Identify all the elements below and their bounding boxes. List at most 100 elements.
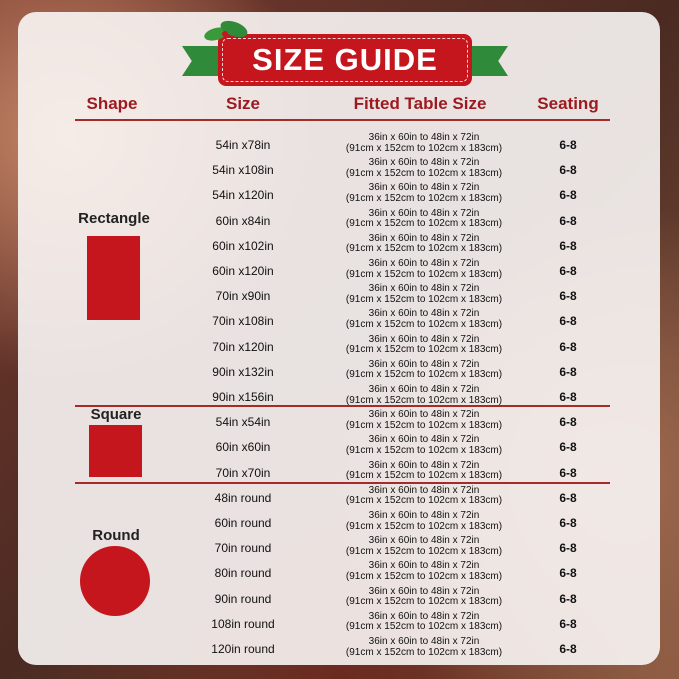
rectangle-shape-icon — [87, 236, 140, 320]
shape-label-square: Square — [90, 406, 142, 423]
seating-cell: 6-8 — [559, 339, 577, 354]
fitted-cm: (91cm x 152cm to 102cm x 183cm) — [345, 520, 503, 532]
size-cell: 70in x70in — [215, 465, 271, 480]
fitted-size-cell: 36in x 60in to 48in x 72in (91cm x 152cm … — [346, 158, 502, 179]
size-cell: 120in round — [211, 642, 275, 656]
seating-cell: 6-8 — [559, 566, 577, 581]
seating-cell: 6-8 — [559, 591, 577, 606]
square-shape-icon — [89, 425, 142, 477]
table-row: 60in round 36in x 60in to 48in x 72in (91… — [0, 510, 679, 536]
fitted-inches: 36in x 60in to 48in x 72in — [368, 409, 480, 421]
fitted-inches: 36in x 60in to 48in x 72in — [368, 510, 480, 521]
table-row: 54in x108in 36in x 60in to 48in x 72in (9… — [0, 158, 679, 183]
size-cell: 70in x120in — [212, 339, 274, 354]
table-row: 70in round 36in x 60in to 48in x 72in (91… — [0, 536, 679, 561]
fitted-size-cell: 36in x 60in to 48in x 72in (91cm x 152cm … — [346, 384, 502, 406]
fitted-cm: (91cm x 152cm to 102cm x 183cm) — [345, 344, 503, 356]
header-divider — [75, 119, 610, 121]
fitted-inches: 36in x 60in to 48in x 72in — [368, 358, 480, 370]
fitted-size-cell: 36in x 60in to 48in x 72in (91cm x 152cm … — [346, 284, 502, 305]
size-cell: 60in x102in — [212, 238, 274, 253]
fitted-inches: 36in x 60in to 48in x 72in — [368, 182, 480, 194]
seating-cell: 6-8 — [559, 314, 577, 329]
fitted-inches: 36in x 60in to 48in x 72in — [368, 484, 480, 496]
seating-cell: 6-8 — [559, 642, 577, 656]
title-banner: SIZE GUIDE — [182, 20, 508, 86]
seating-cell: 6-8 — [559, 364, 577, 379]
size-cell: 70in round — [214, 541, 272, 556]
circle-shape-icon — [80, 546, 150, 616]
header-seating: Seating — [537, 94, 599, 113]
fitted-inches: 36in x 60in to 48in x 72in — [368, 258, 480, 269]
size-cell: 48in round — [214, 490, 272, 505]
fitted-cm: (91cm x 152cm to 102cm x 183cm) — [345, 167, 503, 179]
fitted-inches: 36in x 60in to 48in x 72in — [368, 636, 480, 647]
size-cell: 54in x120in — [212, 188, 274, 203]
fitted-size-cell: 36in x 60in to 48in x 72in (91cm x 152cm … — [346, 484, 502, 507]
table-row: 80in round 36in x 60in to 48in x 72in (91… — [0, 561, 679, 586]
table-row: 120in round 36in x 60in to 48in x 72in (9… — [0, 636, 679, 662]
size-cell: 54in x108in — [212, 163, 274, 178]
fitted-cm: (91cm x 152cm to 102cm x 183cm) — [345, 596, 503, 608]
fitted-size-cell: 36in x 60in to 48in x 72in (91cm x 152cm … — [346, 611, 502, 633]
fitted-cm: (91cm x 152cm to 102cm x 183cm) — [345, 545, 503, 557]
fitted-cm: (91cm x 152cm to 102cm x 183cm) — [345, 293, 503, 305]
fitted-size-cell: 36in x 60in to 48in x 72in (91cm x 152cm … — [346, 358, 502, 381]
title-plate: SIZE GUIDE — [218, 34, 472, 86]
fitted-cm: (91cm x 152cm to 102cm x 183cm) — [345, 444, 503, 456]
fitted-cm: (91cm x 152cm to 102cm x 183cm) — [345, 142, 503, 154]
size-cell: 90in round — [214, 591, 272, 606]
table-row: 48in round 36in x 60in to 48in x 72in (91… — [0, 484, 679, 511]
seating-cell: 6-8 — [559, 138, 577, 152]
table-row: 54in x78in 36in x 60in to 48in x 72in (91… — [0, 132, 679, 158]
table-row: 90in round 36in x 60in to 48in x 72in (91… — [0, 586, 679, 612]
table-row: 60in x102in 36in x 60in to 48in x 72in (9… — [0, 232, 679, 259]
fitted-size-cell: 36in x 60in to 48in x 72in (91cm x 152cm … — [345, 510, 503, 532]
table-row: 60in x60in 36in x 60in to 48in x 72in (91… — [0, 435, 679, 460]
fitted-inches: 36in x 60in to 48in x 72in — [368, 308, 480, 320]
fitted-size-cell: 36in x 60in to 48in x 72in (91cm x 152cm … — [345, 132, 503, 154]
fitted-cm: (91cm x 152cm to 102cm x 183cm) — [345, 318, 503, 330]
fitted-inches: 36in x 60in to 48in x 72in — [368, 560, 480, 572]
table-row: 54in x120in 36in x 60in to 48in x 72in (9… — [0, 183, 679, 208]
fitted-size-cell: 36in x 60in to 48in x 72in (91cm x 152cm … — [346, 459, 502, 482]
fitted-size-cell: 36in x 60in to 48in x 72in (91cm x 152cm … — [345, 208, 503, 230]
table-row: 70in x90in 36in x 60in to 48in x 72in (91… — [0, 284, 679, 309]
fitted-size-cell: 36in x 60in to 48in x 72in (91cm x 152cm … — [345, 333, 503, 356]
table-row: 108in round 36in x 60in to 48in x 72in (9… — [0, 611, 679, 637]
seating-cell: 6-8 — [559, 616, 577, 631]
table-row: 70in x70in 36in x 60in to 48in x 72in (91… — [0, 459, 679, 486]
fitted-inches: 36in x 60in to 48in x 72in — [368, 232, 480, 244]
fitted-inches: 36in x 60in to 48in x 72in — [368, 384, 480, 395]
header-size: Size — [225, 94, 261, 113]
size-cell: 90in x156in — [212, 390, 274, 404]
seating-cell: 6-8 — [559, 163, 577, 178]
fitted-size-cell: 36in x 60in to 48in x 72in (91cm x 152cm … — [345, 586, 503, 608]
fitted-cm: (91cm x 152cm to 102cm x 183cm) — [345, 218, 503, 230]
seating-cell: 6-8 — [559, 516, 577, 530]
fitted-size-cell: 36in x 60in to 48in x 72in (91cm x 152cm … — [346, 435, 502, 456]
fitted-cm: (91cm x 152cm to 102cm x 183cm) — [345, 570, 503, 582]
fitted-size-cell: 36in x 60in to 48in x 72in (91cm x 152cm … — [346, 636, 502, 658]
size-cell: 70in x108in — [212, 314, 274, 329]
size-cell: 60in x120in — [212, 264, 274, 278]
fitted-size-cell: 36in x 60in to 48in x 72in (91cm x 152cm … — [346, 309, 502, 330]
table-row: 60in x84in 36in x 60in to 48in x 72in (91… — [0, 208, 679, 234]
shape-label-rectangle: Rectangle — [78, 210, 150, 227]
size-cell: 54in x54in — [215, 415, 271, 430]
fitted-inches: 36in x 60in to 48in x 72in — [368, 459, 480, 471]
fitted-inches: 36in x 60in to 48in x 72in — [368, 333, 480, 345]
table-row: 70in x108in 36in x 60in to 48in x 72in (9… — [0, 309, 679, 334]
table-row: 54in x54in 36in x 60in to 48in x 72in (91… — [0, 410, 679, 435]
fitted-inches: 36in x 60in to 48in x 72in — [368, 157, 480, 169]
seating-cell: 6-8 — [559, 188, 577, 203]
fitted-size-cell: 36in x 60in to 48in x 72in (91cm x 152cm … — [346, 536, 502, 557]
fitted-size-cell: 36in x 60in to 48in x 72in (91cm x 152cm … — [346, 561, 502, 582]
size-cell: 108in round — [211, 616, 275, 631]
header-shape: Shape — [86, 94, 138, 113]
table-row: 60in x120in 36in x 60in to 48in x 72in (9… — [0, 258, 679, 284]
header-fitted: Fitted Table Size — [353, 94, 487, 113]
size-cell: 60in x84in — [215, 213, 271, 228]
seating-cell: 6-8 — [559, 213, 577, 228]
fitted-inches: 36in x 60in to 48in x 72in — [368, 535, 480, 547]
